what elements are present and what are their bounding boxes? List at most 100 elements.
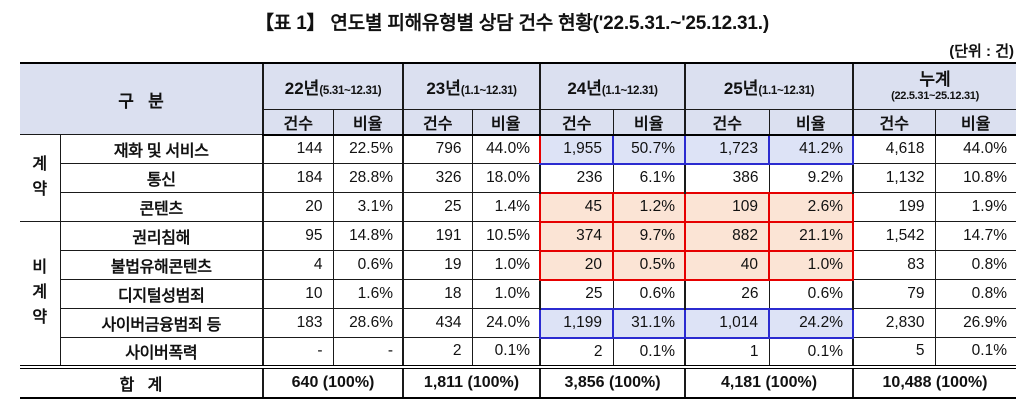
cell-value: 109 <box>684 191 771 223</box>
cell-value: 44.0% <box>471 134 541 164</box>
group-label-0: 계 약 <box>19 134 61 222</box>
cell-value: 191 <box>402 221 473 251</box>
cell-value: 0.8% <box>934 250 1017 280</box>
cell-value: 1.0% <box>768 249 855 281</box>
total-value-2: 3,856 (100%) <box>539 364 686 399</box>
cell-value: 0.8% <box>934 279 1017 309</box>
row-type-label: 재화 및 서비스 <box>59 134 264 164</box>
year-period: (5.31~12.31) <box>319 84 382 97</box>
unit-label: (단위 : 건) <box>949 43 1014 60</box>
cell-value: 882 <box>684 220 771 252</box>
year-period: (22.5.31~25.12.31) <box>891 89 979 102</box>
year-period: (1.1~12.31) <box>758 84 815 97</box>
cell-value: 3.1% <box>332 192 404 222</box>
cell-value: 184 <box>262 163 334 193</box>
cell-value: 4 <box>262 250 334 280</box>
year-label: 22년 <box>284 78 320 98</box>
year-label: 25년 <box>723 78 759 98</box>
cell-value: 0.1% <box>768 337 854 367</box>
header-gubun: 구 분 <box>19 62 264 135</box>
cell-value: 25 <box>402 192 473 222</box>
cell-value: 199 <box>852 192 936 222</box>
table-row-5: 디지털성범죄 10 1.6% 18 1.0% 25 0.6% 26 0.6% 79 0.8% <box>20 279 1017 309</box>
cell-value: 1.0% <box>471 279 541 309</box>
cell-value: 10.5% <box>471 221 541 251</box>
cell-value: 1,723 <box>684 133 771 165</box>
cell-value: 10.8% <box>934 163 1017 193</box>
cell-value: 1,199 <box>539 307 615 339</box>
header-ratio: 비율 <box>934 108 1017 136</box>
header-cases: 건수 <box>852 108 936 136</box>
cell-value: 9.2% <box>768 163 854 193</box>
cell-value: 0.1% <box>612 337 686 367</box>
total-label: 합 계 <box>19 364 264 399</box>
header-year-3: 25년(1.1~12.31) <box>684 62 854 110</box>
header-cases: 건수 <box>684 108 770 136</box>
year-label: 23년 <box>426 78 461 98</box>
cell-value: 144 <box>262 134 334 164</box>
cell-value: 1 <box>684 337 770 367</box>
header-ratio: 비율 <box>471 108 541 136</box>
cell-value: - <box>332 337 404 367</box>
cell-value: 386 <box>684 163 770 193</box>
cell-value: 18.0% <box>471 163 541 193</box>
table-row-1: 통신 184 28.8% 326 18.0% 236 6.1% 386 9.2% 1,132 10.… <box>20 163 1017 193</box>
total-value-3: 4,181 (100%) <box>684 364 854 399</box>
row-type-label: 사이버금융범죄 등 <box>59 308 264 338</box>
cell-value: 0.6% <box>768 279 854 309</box>
cell-value: 26 <box>684 279 770 309</box>
cell-value: 0.5% <box>612 249 687 281</box>
group-label-1: 비 계 약 <box>19 221 61 367</box>
cell-value: 45 <box>539 191 615 223</box>
cell-value: 21.1% <box>768 220 855 252</box>
cell-value: 1.6% <box>332 279 404 309</box>
cell-value: 2 <box>539 337 614 367</box>
cell-value: 326 <box>402 163 473 193</box>
cell-value: 20 <box>262 192 334 222</box>
cell-value: 374 <box>539 220 615 252</box>
total-value-1: 1,811 (100%) <box>402 364 541 399</box>
header-cases: 건수 <box>402 108 473 136</box>
cell-value: 24.2% <box>768 307 855 339</box>
cell-value: 0.6% <box>612 279 686 309</box>
consultation-stats-table: 구 분 22년(5.31~12.31) 23년 (1.1~12.31) 24년(1.1~… <box>19 62 1017 399</box>
header-ratio: 비율 <box>612 108 686 136</box>
table-row-3: 비 계 약 권리침해 95 14.8% 191 10.5% 374 9.7% 882 21.1% 1… <box>19 220 1017 367</box>
table-row-6: 사이버금융범죄 등 183 28.6% 434 24.0% 1,199 31.1% 1,014… <box>20 307 1017 339</box>
row-type-label: 불법유해콘텐츠 <box>59 250 264 280</box>
total-value-4: 10,488 (100%) <box>852 364 1017 399</box>
total-row: 합 계 640 (100%) 1,811 (100%) 3,856 (100%) 4,1… <box>19 364 1017 399</box>
cell-value: 18 <box>402 279 473 309</box>
cell-value: 24.0% <box>471 308 541 338</box>
cell-value: 6.1% <box>612 163 686 193</box>
cell-value: 40 <box>684 249 771 281</box>
cell-value: 1,542 <box>852 221 936 251</box>
cell-value: 20 <box>539 249 615 281</box>
cell-value: 1.9% <box>934 192 1017 222</box>
cell-value: 1,955 <box>539 133 615 165</box>
cell-value: 0.6% <box>332 250 404 280</box>
row-type-label: 통신 <box>59 163 264 193</box>
cell-value: 1.0% <box>471 250 541 280</box>
cell-value: 5 <box>852 337 936 367</box>
header-cases: 건수 <box>262 108 334 136</box>
row-type-label: 콘텐츠 <box>59 192 264 222</box>
table-row-4: 불법유해콘텐츠 4 0.6% 19 1.0% 20 0.5% 40 1.0% 83 0.8% <box>20 249 1017 281</box>
cell-value: 4,618 <box>852 134 936 164</box>
table-row-7: 사이버폭력 - -2 0.1% 2 0.1% 1 0.1% 5 0.1% <box>20 337 1017 367</box>
cell-value: 434 <box>402 308 473 338</box>
cell-value: 9.7% <box>612 220 687 252</box>
header-year-2: 24년(1.1~12.31) <box>539 62 686 110</box>
cell-value: 183 <box>262 308 334 338</box>
cell-value: 19 <box>402 250 473 280</box>
cell-value: - <box>262 337 334 367</box>
cell-value: 2.6% <box>768 191 855 223</box>
cell-value: 2 <box>402 337 473 367</box>
cell-value: 28.8% <box>332 163 404 193</box>
cell-value: 79 <box>852 279 936 309</box>
cell-value: 1.2% <box>612 191 687 223</box>
cell-value: 26.9% <box>934 308 1017 338</box>
cell-value: 0.1% <box>471 337 541 367</box>
year-label: 24년 <box>567 78 602 98</box>
